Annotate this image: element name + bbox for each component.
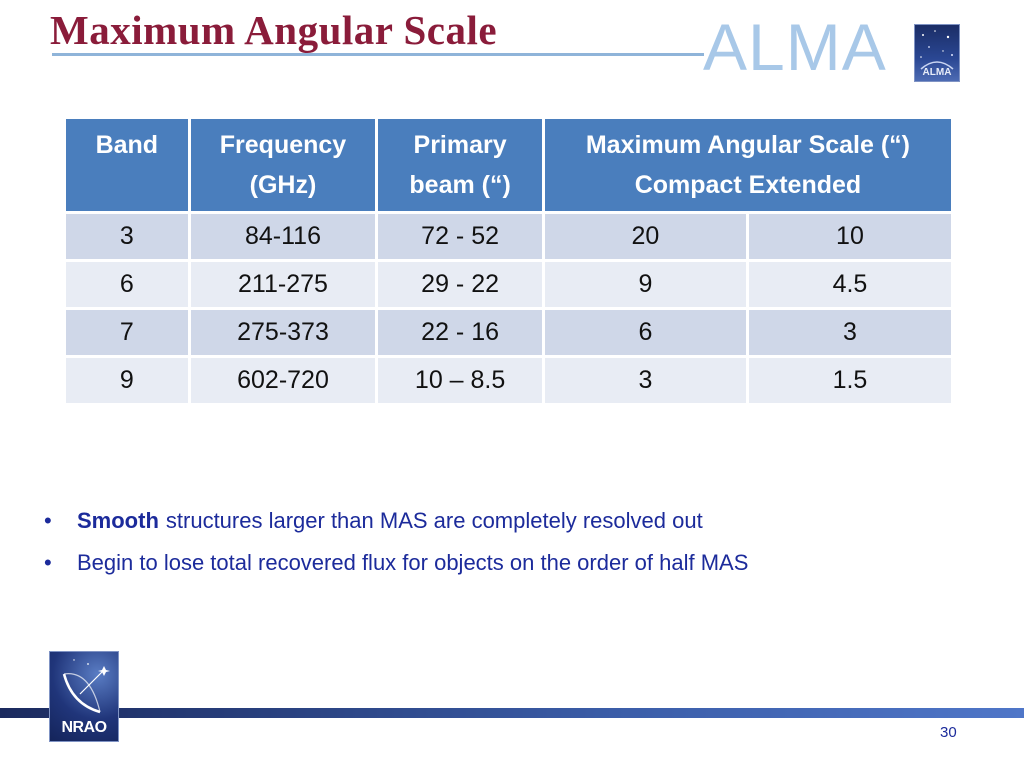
cell-band: 3 — [63, 211, 191, 262]
bullet-item: • Begin to lose total recovered flux for… — [40, 550, 748, 576]
table-row: 6 211-275 29 - 22 9 4.5 — [63, 259, 955, 310]
header-mas-subheaders: Compact Extended — [549, 165, 947, 205]
bullet-list: • Smooth structures larger than MAS are c… — [40, 508, 748, 592]
header-beam-line2: beam (“) — [409, 171, 511, 199]
alma-logo-small-text: ALMA — [922, 67, 952, 78]
page-number: 30 — [940, 724, 957, 741]
table-row: 3 84-116 72 - 52 20 10 — [63, 211, 955, 262]
nrao-logo-icon: NRAO — [49, 651, 119, 742]
cell-band: 7 — [63, 307, 191, 358]
cell-compact: 20 — [541, 211, 749, 262]
bullet-bold-text: Smooth — [77, 508, 159, 533]
cell-beam: 72 - 52 — [375, 211, 545, 262]
cell-extended: 4.5 — [745, 259, 955, 310]
cell-beam: 29 - 22 — [375, 259, 545, 310]
cell-extended: 3 — [745, 307, 955, 358]
cell-beam: 22 - 16 — [375, 307, 545, 358]
cell-extended: 10 — [745, 211, 955, 262]
mas-table: Band Frequency (GHz) Primary beam (“) Ma… — [63, 116, 955, 406]
header-frequency: Frequency (GHz) — [187, 116, 379, 214]
cell-extended: 1.5 — [745, 355, 955, 406]
cell-beam: 10 – 8.5 — [375, 355, 545, 406]
header-mas-line1: Maximum Angular Scale (“) — [585, 131, 911, 159]
header-extended: Extended — [748, 171, 862, 199]
cell-band: 6 — [63, 259, 191, 310]
alma-logo-icon: ALMA — [914, 24, 960, 82]
title-underline — [52, 53, 704, 56]
header-band: Band — [63, 116, 191, 214]
cell-frequency: 602-720 — [187, 355, 379, 406]
cell-compact: 9 — [541, 259, 749, 310]
cell-compact: 3 — [541, 355, 749, 406]
cell-frequency: 84-116 — [187, 211, 379, 262]
header-mas: Maximum Angular Scale (“) Compact Extend… — [541, 116, 955, 214]
cell-compact: 6 — [541, 307, 749, 358]
header-frequency-line1: Frequency — [219, 131, 347, 159]
table-row: 7 275-373 22 - 16 6 3 — [63, 307, 955, 358]
table-header-row: Band Frequency (GHz) Primary beam (“) Ma… — [63, 116, 955, 214]
cell-band: 9 — [63, 355, 191, 406]
header-primary-beam: Primary beam (“) — [375, 116, 545, 214]
header-frequency-line2: (GHz) — [249, 171, 317, 199]
cell-frequency: 275-373 — [187, 307, 379, 358]
header-beam-line1: Primary — [413, 131, 507, 159]
nrao-dish-icon — [62, 659, 110, 714]
bullet-text: Begin to lose total recovered flux for o… — [77, 550, 749, 575]
bullet-text: structures larger than MAS are completel… — [165, 508, 703, 533]
bullet-dot-icon: • — [44, 508, 52, 533]
alma-wordmark: ALMA — [703, 10, 887, 84]
cell-frequency: 211-275 — [187, 259, 379, 310]
nrao-logo-text: NRAO — [61, 719, 107, 736]
table-row: 9 602-720 10 – 8.5 3 1.5 — [63, 355, 955, 406]
footer-bar — [0, 708, 1024, 718]
bullet-dot-icon: • — [44, 550, 52, 575]
bullet-item: • Smooth structures larger than MAS are c… — [40, 508, 748, 534]
header-compact: Compact — [634, 171, 742, 199]
slide-title: Maximum Angular Scale — [50, 7, 498, 53]
alma-starfield-icon — [920, 30, 954, 70]
